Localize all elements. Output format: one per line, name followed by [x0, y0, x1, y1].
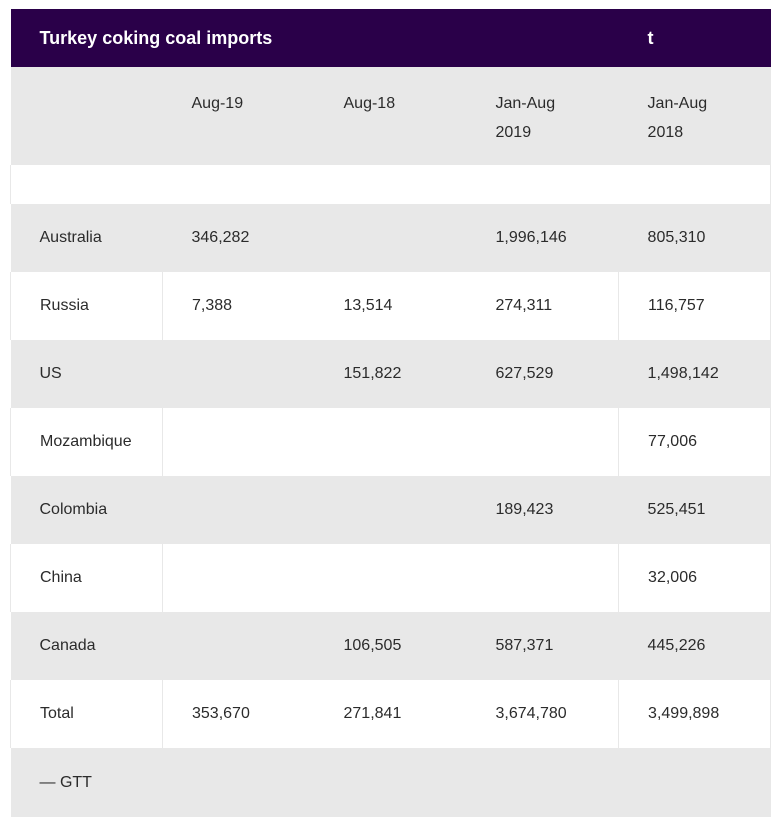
value-cell [162, 544, 315, 612]
coal-imports-table-container: Turkey coking coal imports t Aug-19 Aug-… [9, 9, 772, 817]
value-cell: 7,388 [162, 272, 315, 340]
value-cell [466, 544, 619, 612]
value-cell: 627,529 [466, 340, 619, 408]
country-cell: Canada [10, 612, 163, 680]
table-row: Mozambique 77,006 [10, 408, 772, 476]
source-note: — GTT [10, 748, 771, 817]
column-header-label: Jan-Aug [647, 95, 708, 112]
value-cell [466, 408, 619, 476]
table-title-row: Turkey coking coal imports t [10, 9, 771, 67]
value-cell: 116,757 [618, 272, 772, 340]
table-row: Australia 346,282 1,996,146 805,310 [10, 204, 771, 272]
value-cell: 1,498,142 [618, 340, 771, 408]
table-unit: t [618, 9, 771, 67]
column-header-label: Aug-19 [191, 95, 244, 112]
table-row: Canada 106,505 587,371 445,226 [10, 612, 771, 680]
country-cell: US [10, 340, 163, 408]
column-header-aug-19: Aug-19 [162, 67, 315, 165]
value-cell [162, 612, 315, 680]
value-cell: 1,996,146 [466, 204, 619, 272]
column-header-label: 2019 [495, 124, 532, 141]
column-header-country [10, 67, 163, 165]
value-cell: 13,514 [314, 272, 467, 340]
country-cell: Australia [10, 204, 163, 272]
value-cell [162, 408, 315, 476]
country-cell: Total [10, 680, 163, 748]
column-header-row: Aug-19 Aug-18 Jan-Aug 2019 Jan-Aug 2018 [10, 67, 771, 165]
value-cell: 77,006 [618, 408, 772, 476]
country-cell: Russia [10, 272, 163, 340]
value-cell [314, 204, 467, 272]
value-cell: 525,451 [618, 476, 771, 544]
value-cell: 3,499,898 [618, 680, 772, 748]
column-header-label: Jan-Aug [495, 95, 556, 112]
value-cell: 271,841 [314, 680, 467, 748]
value-cell: 151,822 [314, 340, 467, 408]
value-cell [314, 476, 467, 544]
value-cell: 189,423 [466, 476, 619, 544]
country-cell: China [10, 544, 163, 612]
column-header-jan-aug-2018: Jan-Aug 2018 [618, 67, 771, 165]
value-cell: 805,310 [618, 204, 771, 272]
column-header-jan-aug-2019: Jan-Aug 2019 [466, 67, 619, 165]
value-cell: 32,006 [618, 544, 772, 612]
table-row: Russia 7,388 13,514 274,311 116,757 [10, 272, 772, 340]
value-cell: 445,226 [618, 612, 771, 680]
country-cell: Mozambique [10, 408, 163, 476]
spacer-row [9, 165, 772, 204]
value-cell [314, 408, 467, 476]
table-row: Colombia 189,423 525,451 [10, 476, 771, 544]
value-cell [314, 544, 467, 612]
table-title: Turkey coking coal imports [10, 9, 619, 67]
value-cell: 3,674,780 [466, 680, 619, 748]
value-cell: 587,371 [466, 612, 619, 680]
column-header-label: 2018 [647, 124, 684, 141]
source-row: — GTT [10, 748, 771, 817]
value-cell [162, 476, 315, 544]
table-row: US 151,822 627,529 1,498,142 [10, 340, 771, 408]
column-header-label: Aug-18 [343, 95, 396, 112]
country-cell: Colombia [10, 476, 163, 544]
coal-imports-table: Turkey coking coal imports t Aug-19 Aug-… [9, 9, 772, 817]
value-cell: 106,505 [314, 612, 467, 680]
table-row: China 32,006 [10, 544, 772, 612]
value-cell: 346,282 [162, 204, 315, 272]
spacer-cell [9, 165, 772, 204]
value-cell: 353,670 [162, 680, 315, 748]
value-cell: 274,311 [466, 272, 619, 340]
value-cell [162, 340, 315, 408]
table-row-total: Total 353,670 271,841 3,674,780 3,499,89… [10, 680, 772, 748]
column-header-aug-18: Aug-18 [314, 67, 467, 165]
